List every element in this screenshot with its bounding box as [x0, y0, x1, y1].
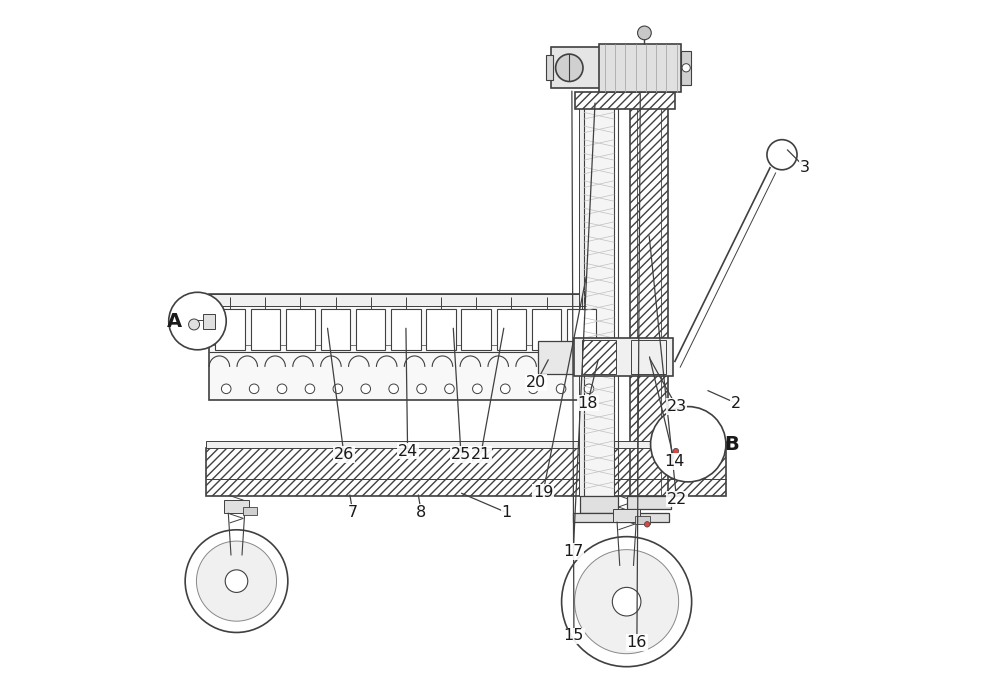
- Bar: [630, 92, 668, 495]
- Bar: [567, 308, 596, 350]
- Bar: [613, 509, 640, 522]
- Text: 14: 14: [664, 454, 685, 469]
- Bar: [584, 92, 614, 495]
- Circle shape: [612, 587, 641, 616]
- Circle shape: [500, 384, 510, 393]
- Bar: [573, 513, 669, 522]
- Bar: [461, 308, 491, 350]
- Bar: [391, 308, 421, 350]
- Text: 3: 3: [800, 159, 810, 175]
- Bar: [551, 48, 603, 88]
- Text: 1: 1: [502, 505, 512, 520]
- Text: 17: 17: [563, 544, 583, 559]
- Circle shape: [584, 384, 594, 393]
- Bar: [574, 338, 673, 376]
- Text: 18: 18: [577, 395, 598, 411]
- Text: 26: 26: [334, 447, 354, 462]
- Text: 25: 25: [451, 447, 471, 462]
- Text: 7: 7: [348, 505, 358, 520]
- Circle shape: [556, 54, 583, 81]
- Circle shape: [682, 63, 690, 72]
- Circle shape: [638, 26, 651, 40]
- Bar: [321, 308, 350, 350]
- Bar: [286, 308, 315, 350]
- Bar: [206, 441, 726, 448]
- Text: 20: 20: [526, 375, 546, 390]
- Text: 19: 19: [533, 484, 553, 500]
- Circle shape: [221, 384, 231, 393]
- Bar: [546, 55, 553, 80]
- Circle shape: [417, 384, 426, 393]
- Circle shape: [473, 384, 482, 393]
- Circle shape: [644, 522, 650, 527]
- Text: 24: 24: [397, 444, 418, 459]
- Circle shape: [305, 384, 315, 393]
- Text: 16: 16: [627, 635, 647, 650]
- Circle shape: [767, 139, 797, 170]
- Bar: [631, 340, 666, 374]
- Text: 8: 8: [416, 505, 426, 520]
- Bar: [599, 44, 681, 92]
- Bar: [532, 308, 561, 350]
- Bar: [203, 314, 215, 329]
- Bar: [209, 294, 603, 306]
- Text: 23: 23: [667, 399, 687, 414]
- Circle shape: [528, 384, 538, 393]
- Bar: [538, 341, 577, 374]
- Circle shape: [333, 384, 343, 393]
- Bar: [580, 495, 618, 513]
- Text: 2: 2: [731, 395, 741, 411]
- Bar: [251, 308, 280, 350]
- Bar: [206, 448, 726, 495]
- Bar: [497, 308, 526, 350]
- Circle shape: [169, 293, 226, 350]
- Bar: [209, 294, 603, 400]
- Bar: [681, 50, 691, 85]
- Circle shape: [361, 384, 371, 393]
- Bar: [627, 495, 671, 509]
- Text: 15: 15: [564, 629, 584, 643]
- Bar: [356, 308, 385, 350]
- Circle shape: [389, 384, 398, 393]
- Text: 21: 21: [471, 447, 491, 462]
- Circle shape: [562, 537, 692, 667]
- Text: B: B: [724, 435, 739, 454]
- Bar: [243, 506, 257, 515]
- Bar: [575, 92, 675, 109]
- Circle shape: [575, 550, 679, 653]
- Circle shape: [673, 448, 679, 454]
- Circle shape: [445, 384, 454, 393]
- Circle shape: [185, 530, 288, 633]
- Circle shape: [249, 384, 259, 393]
- Bar: [579, 92, 584, 495]
- Bar: [215, 308, 245, 350]
- Bar: [224, 500, 249, 513]
- Text: A: A: [167, 312, 182, 331]
- Circle shape: [651, 406, 726, 482]
- Circle shape: [556, 384, 566, 393]
- Circle shape: [196, 541, 277, 621]
- Circle shape: [277, 384, 287, 393]
- Bar: [635, 516, 650, 524]
- Bar: [582, 340, 616, 374]
- Circle shape: [189, 319, 200, 330]
- Bar: [426, 308, 456, 350]
- Circle shape: [225, 570, 248, 593]
- Text: 22: 22: [666, 491, 687, 506]
